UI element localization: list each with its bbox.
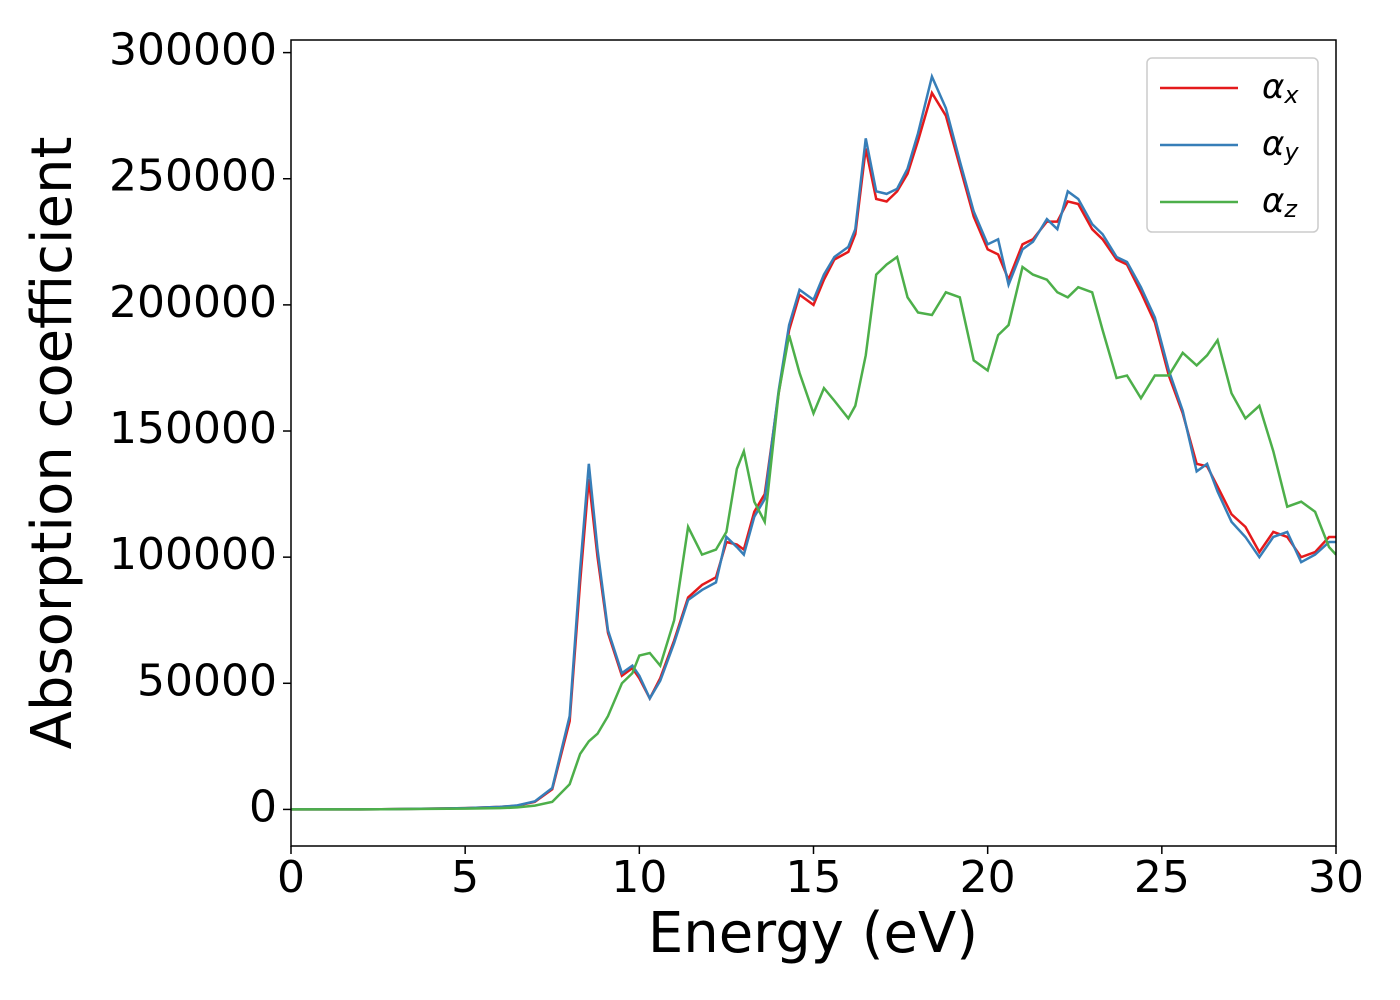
legend-label: αx: [1262, 67, 1299, 110]
x-tick-label: 10: [611, 852, 667, 903]
y-tick-label: 100000: [109, 529, 277, 580]
y-axis-label: Absorption coefficient: [20, 137, 85, 750]
y-tick-label: 150000: [109, 403, 277, 454]
x-tick-label: 5: [451, 852, 479, 903]
y-tick-label: 300000: [109, 25, 277, 76]
x-axis-label: Energy (eV): [648, 901, 978, 966]
legend-label: αy: [1262, 124, 1299, 167]
x-tick-label: 25: [1134, 852, 1190, 903]
x-tick-label: 30: [1308, 852, 1364, 903]
y-tick-label: 50000: [137, 655, 277, 706]
y-tick-label: 250000: [109, 151, 277, 202]
x-tick-label: 15: [786, 852, 842, 903]
x-tick-label: 20: [960, 852, 1016, 903]
x-tick-label: 0: [277, 852, 305, 903]
legend-label: αz: [1262, 181, 1298, 224]
series-line: [291, 254, 1336, 811]
plot-frame: [290, 39, 1337, 847]
y-tick-label: 200000: [109, 277, 277, 328]
series-line: [291, 72, 1336, 811]
y-tick-label: 0: [249, 781, 277, 832]
